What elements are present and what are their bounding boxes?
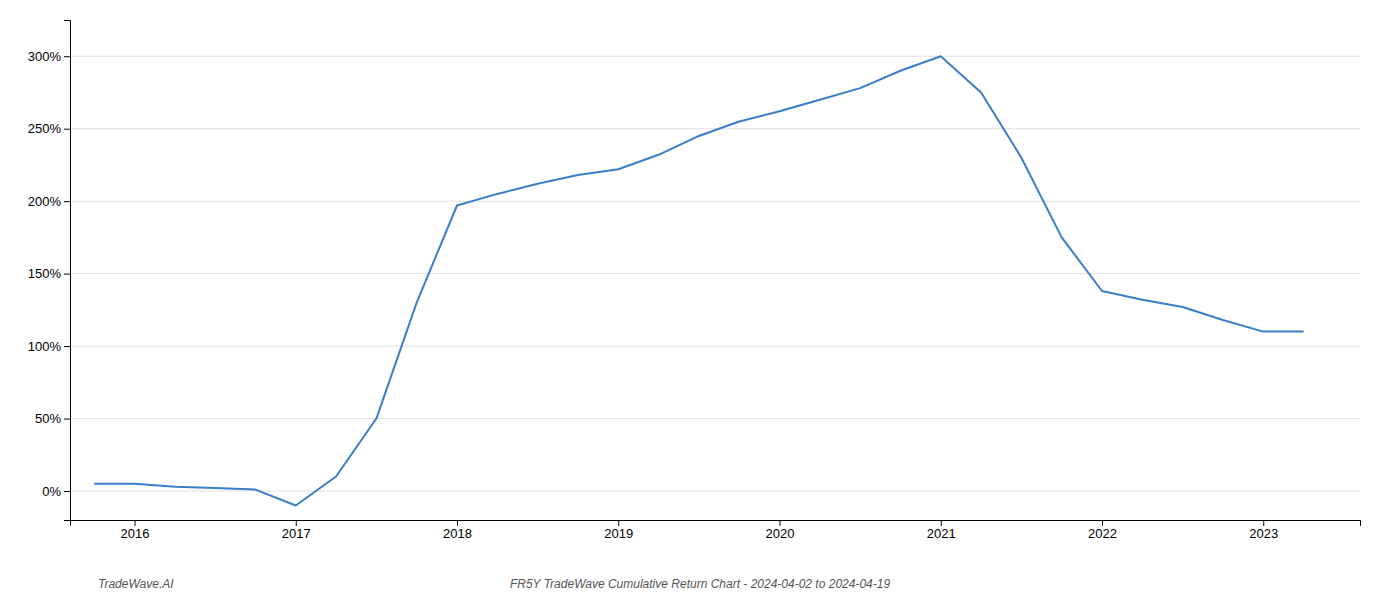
tick-label: 100%: [28, 339, 62, 354]
tick-mark: [64, 274, 70, 275]
tick-label: 50%: [35, 411, 61, 426]
title: FR5Y TradeWave Cumulative Return Chart -…: [510, 577, 891, 591]
data: [94, 56, 1303, 505]
tick-label: 0%: [42, 484, 61, 499]
grid-line: [70, 56, 1360, 57]
tick-mark: [135, 520, 136, 526]
chart: 2016 2017 2018 2019 2020 2021 2022 2023 0% 50% 100…: [0, 0, 1400, 600]
tick: 100%: [28, 339, 70, 354]
plot: 2016 2017 2018 2019 2020 2021 2022 2023 0% 50% 100…: [28, 21, 1361, 542]
tick-mark: [618, 520, 619, 526]
tick-mark: [64, 491, 70, 492]
tick-mark: [296, 520, 297, 526]
grid-line: [70, 491, 1360, 492]
tick-label: 2017: [282, 526, 311, 541]
grid-line: [70, 346, 1360, 347]
tick-label: 300%: [28, 49, 62, 64]
tick-label: 2016: [121, 526, 150, 541]
watermark: TradeWave.AI: [98, 577, 174, 591]
tick: 300%: [28, 49, 70, 64]
grid: [70, 56, 1360, 491]
tick-mark: [64, 419, 70, 420]
tick: 2018: [443, 520, 472, 541]
tick-label: 150%: [28, 266, 62, 281]
axis-line: [71, 521, 1361, 527]
tick: 2023: [1249, 520, 1278, 541]
axis-line: [64, 21, 71, 521]
y-axis: 0% 50% 100% 150% 200% 250% 300%: [28, 21, 71, 521]
tick: 2020: [766, 520, 795, 541]
tick-mark: [1263, 520, 1264, 526]
tick: 2016: [121, 520, 150, 541]
tick-mark: [64, 56, 70, 57]
tick-label: 2023: [1249, 526, 1278, 541]
tick: 200%: [28, 194, 70, 209]
tick-label: 250%: [28, 121, 62, 136]
grid-line: [70, 128, 1360, 129]
tick: 0%: [42, 484, 70, 499]
tick-label: 200%: [28, 194, 62, 209]
line: [94, 56, 1303, 505]
tick: 150%: [28, 266, 70, 281]
tick: 2022: [1088, 520, 1117, 541]
tick-mark: [941, 520, 942, 526]
grid-line: [70, 201, 1360, 202]
tick-mark: [64, 129, 70, 130]
tick: 2017: [282, 520, 311, 541]
tick-label: 2022: [1088, 526, 1117, 541]
tick-mark: [64, 201, 70, 202]
tick-label: 2018: [443, 526, 472, 541]
tick-mark: [457, 520, 458, 526]
tick: 2019: [604, 520, 633, 541]
tick-mark: [1102, 520, 1103, 526]
tick-label: 2019: [604, 526, 633, 541]
tick: 250%: [28, 121, 70, 136]
tick: 2021: [927, 520, 956, 541]
tick-label: 2021: [927, 526, 956, 541]
grid-line: [70, 273, 1360, 274]
tick-mark: [780, 520, 781, 526]
x-axis: 2016 2017 2018 2019 2020 2021 2022 2023: [71, 520, 1361, 541]
tick-mark: [64, 346, 70, 347]
tick: 50%: [35, 411, 70, 426]
tick-label: 2020: [766, 526, 795, 541]
grid-line: [70, 418, 1360, 419]
